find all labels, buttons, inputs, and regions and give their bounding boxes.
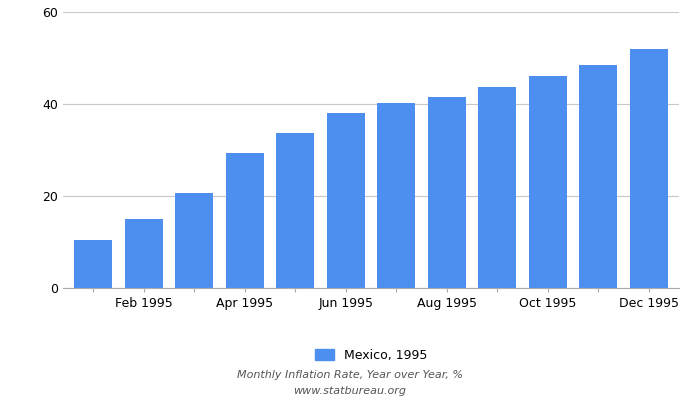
- Bar: [327, 113, 365, 288]
- Bar: [175, 193, 214, 288]
- Bar: [74, 240, 112, 288]
- Text: Monthly Inflation Rate, Year over Year, %: Monthly Inflation Rate, Year over Year, …: [237, 370, 463, 380]
- Bar: [377, 103, 415, 288]
- Bar: [226, 153, 264, 288]
- Bar: [478, 87, 516, 288]
- Bar: [580, 65, 617, 288]
- Bar: [125, 219, 162, 288]
- Text: www.statbureau.org: www.statbureau.org: [293, 386, 407, 396]
- Bar: [276, 132, 314, 288]
- Bar: [630, 49, 668, 288]
- Bar: [528, 76, 567, 288]
- Legend: Mexico, 1995: Mexico, 1995: [310, 344, 432, 367]
- Bar: [428, 97, 466, 288]
